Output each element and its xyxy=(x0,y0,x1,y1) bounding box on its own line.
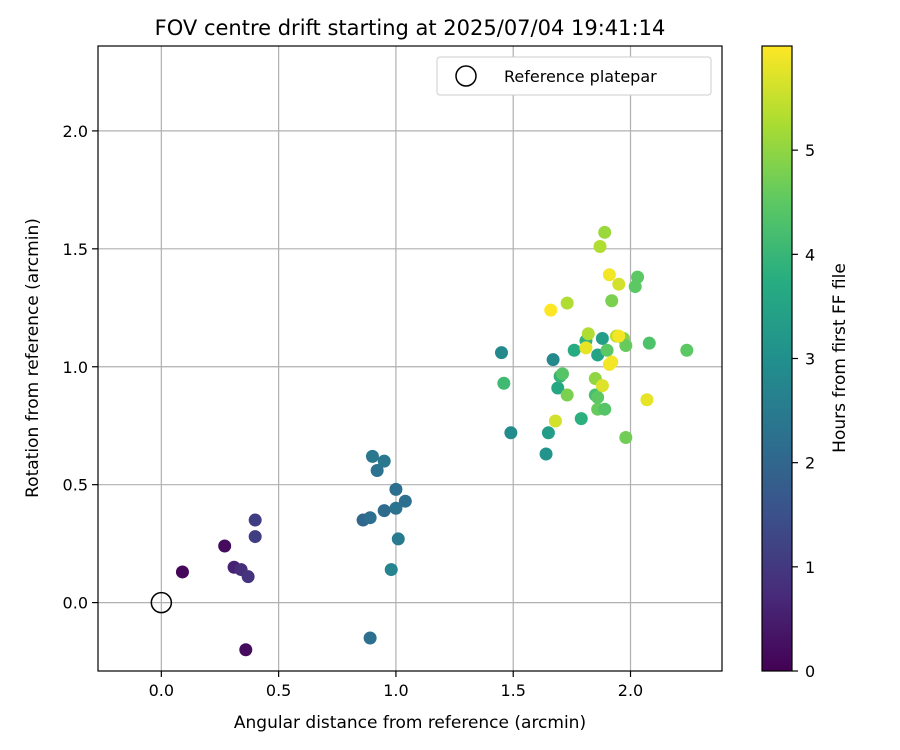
data-point xyxy=(602,268,616,282)
data-point xyxy=(595,379,609,393)
legend-marker-reference xyxy=(455,65,477,87)
data-point xyxy=(541,426,555,440)
legend: Reference platepar xyxy=(436,56,712,96)
data-point xyxy=(640,393,654,407)
data-point xyxy=(384,563,398,577)
data-point xyxy=(605,294,619,308)
data-point xyxy=(365,449,379,463)
data-point xyxy=(551,381,565,395)
data-point xyxy=(218,539,232,553)
data-point xyxy=(555,367,569,381)
data-point xyxy=(619,339,633,353)
legend-box xyxy=(436,56,712,96)
y-tick-label: 1.0 xyxy=(63,358,88,377)
data-point xyxy=(377,504,391,518)
data-point xyxy=(497,376,511,390)
data-point xyxy=(680,343,694,357)
data-point xyxy=(619,431,633,445)
x-tick-label: 1.5 xyxy=(500,681,525,700)
data-point xyxy=(504,426,518,440)
chart-title: FOV centre drift starting at 2025/07/04 … xyxy=(155,16,666,40)
data-point xyxy=(370,464,384,478)
data-point xyxy=(391,532,405,546)
colorbar-tick-label: 4 xyxy=(805,245,815,264)
data-point xyxy=(631,270,645,284)
grid xyxy=(98,46,722,671)
data-point xyxy=(612,277,626,291)
data-point xyxy=(389,501,403,515)
colorbar-tick-label: 5 xyxy=(805,141,815,160)
x-axis-label: Angular distance from reference (arcmin) xyxy=(234,713,586,733)
data-point xyxy=(581,327,595,341)
data-point xyxy=(598,402,612,416)
legend-label-reference: Reference platepar xyxy=(504,67,657,86)
data-point xyxy=(398,494,412,508)
data-point xyxy=(612,329,626,343)
colorbar-tick-label: 1 xyxy=(805,558,815,577)
data-point xyxy=(239,643,253,657)
colorbar-tick-label: 2 xyxy=(805,454,815,473)
x-tick-label: 2.0 xyxy=(618,681,643,700)
x-tick-label: 1.0 xyxy=(383,681,408,700)
data-point xyxy=(389,482,403,496)
data-point xyxy=(560,296,574,310)
data-point xyxy=(598,225,612,239)
data-point xyxy=(544,303,558,317)
data-point xyxy=(539,447,553,461)
data-point xyxy=(602,357,616,371)
colorbar-label: Hours from first FF file xyxy=(830,263,850,453)
plot-frame xyxy=(97,45,723,672)
data-point xyxy=(248,530,262,544)
colorbar-gradient xyxy=(762,46,792,671)
y-axis-label: Rotation from reference (arcmin) xyxy=(23,218,43,498)
data-point xyxy=(579,341,593,355)
x-tick-label: 0.5 xyxy=(266,681,291,700)
data-point xyxy=(593,239,607,253)
colorbar-tick-label: 0 xyxy=(805,662,815,681)
y-tick-label: 1.5 xyxy=(63,240,88,259)
y-tick-label: 0.5 xyxy=(63,476,88,495)
data-point xyxy=(567,343,581,357)
x-tick-label: 0.0 xyxy=(149,681,174,700)
data-points xyxy=(175,225,694,657)
data-point xyxy=(175,565,189,579)
data-point xyxy=(574,412,588,426)
data-point xyxy=(546,353,560,367)
colorbar-tick-label: 3 xyxy=(805,350,815,369)
data-point xyxy=(241,570,255,584)
data-point xyxy=(595,331,609,345)
data-point xyxy=(548,414,562,428)
data-point xyxy=(248,513,262,527)
colorbar: 0 1 2 3 4 5 Hours from first FF file xyxy=(761,45,850,681)
data-point xyxy=(560,388,574,402)
x-axis-ticks: 0.0 0.5 1.0 1.5 2.0 xyxy=(149,671,643,700)
data-point xyxy=(363,511,377,525)
data-point xyxy=(591,390,605,404)
y-tick-label: 2.0 xyxy=(63,122,88,141)
data-point xyxy=(363,631,377,645)
data-point xyxy=(600,343,614,357)
reference-platepar-marker xyxy=(150,591,173,614)
y-axis-ticks: 0.0 0.5 1.0 1.5 2.0 xyxy=(63,122,98,613)
data-point xyxy=(494,346,508,360)
colorbar-ticks: 0 1 2 3 4 5 xyxy=(792,141,815,681)
data-point xyxy=(377,454,391,468)
data-point xyxy=(642,336,656,350)
y-tick-label: 0.0 xyxy=(63,594,88,613)
